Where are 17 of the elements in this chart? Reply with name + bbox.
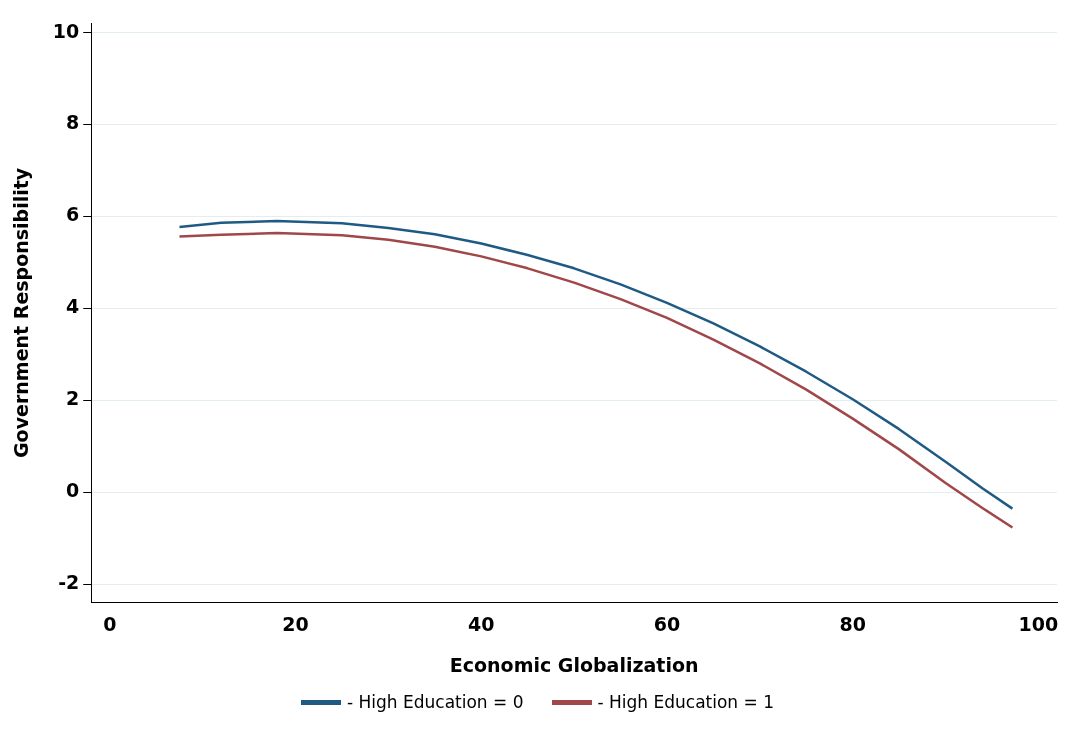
legend-label: - High Education = 0 (346, 692, 524, 712)
x-tick-label: 100 (1018, 612, 1059, 635)
x-tick-label: 80 (839, 612, 866, 635)
y-tick-label: 8 (66, 111, 80, 134)
y-tick-label: 4 (66, 295, 80, 318)
y-tick-label: 0 (66, 479, 80, 502)
x-tick-label: 20 (282, 612, 309, 635)
x-tick-label: 40 (468, 612, 495, 635)
y-tick-label: 6 (66, 203, 80, 226)
x-tick-label: 60 (653, 612, 681, 635)
x-axis-title: Economic Globalization (449, 653, 699, 676)
y-tick-label: 2 (66, 387, 80, 410)
y-tick-label: 10 (52, 19, 80, 42)
x-tick-label: 0 (103, 612, 117, 635)
legend-label: - High Education = 1 (597, 692, 775, 712)
y-axis-title: Government Responsibility (10, 167, 33, 458)
y-tick-label: -2 (58, 570, 80, 593)
